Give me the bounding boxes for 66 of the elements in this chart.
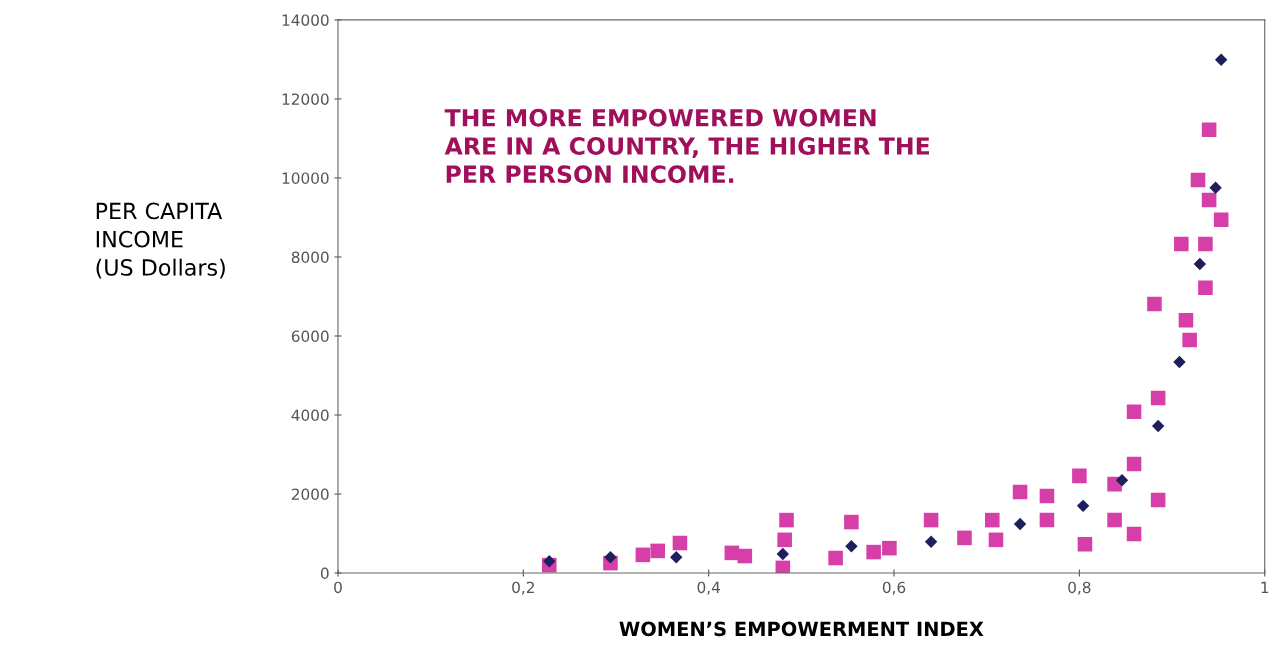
y-tick-label: 2000: [291, 488, 329, 501]
point: [1150, 390, 1166, 406]
point: [1190, 172, 1206, 188]
point: [1209, 181, 1222, 195]
x-tick-label: 1: [1261, 581, 1269, 593]
point: [1201, 122, 1217, 138]
point: [1115, 473, 1129, 487]
point: [1013, 517, 1027, 531]
point: [1182, 332, 1197, 348]
point: [670, 551, 683, 564]
point: [650, 543, 665, 559]
point: [1126, 456, 1142, 472]
point: [1072, 468, 1087, 484]
point: [1126, 404, 1142, 420]
point: [844, 514, 859, 530]
point: [866, 544, 881, 560]
x-tick-label: 0,4: [697, 581, 720, 595]
point: [672, 535, 688, 551]
point: [1039, 512, 1055, 528]
y-tick-label: 12000: [282, 93, 329, 105]
annotation: THE MORE EMPOWERED WOMEN ARE IN A COUNTRY, THE HIGHER THE PER PERSON INCOME.: [444, 108, 930, 184]
x-tick-label: 0,2: [512, 581, 534, 595]
y-tick-label: 14000: [282, 14, 329, 26]
point: [1201, 192, 1217, 208]
y-tick-label: 8000: [291, 251, 329, 263]
point: [1107, 512, 1122, 528]
y-tick-label: 10000: [282, 172, 329, 184]
point: [779, 512, 794, 528]
point: [1173, 355, 1186, 369]
point: [1214, 53, 1228, 67]
point: [923, 512, 939, 528]
point: [1039, 488, 1055, 504]
point: [1077, 536, 1093, 552]
point: [988, 532, 1004, 548]
point: [1126, 526, 1142, 542]
point: [1150, 492, 1166, 508]
x-tick-label: 0: [334, 581, 342, 594]
x-tick-label: 0,8: [1068, 581, 1091, 595]
point: [1178, 312, 1194, 328]
x-tick-label: 0,6: [882, 581, 906, 595]
point: [924, 535, 938, 549]
x-axis-title: WOMEN’S EMPOWERMENT INDEX: [619, 621, 984, 637]
point: [604, 551, 617, 564]
y-axis-title: PER CAPITA INCOME (US Dollars): [96, 202, 225, 279]
y-tick-label: 6000: [291, 330, 329, 343]
y-tick-label: 0: [320, 567, 329, 580]
point: [1147, 296, 1162, 312]
point: [1174, 236, 1189, 252]
point: [828, 550, 843, 566]
point: [1213, 212, 1229, 228]
point: [1076, 499, 1090, 513]
point: [845, 539, 858, 553]
point: [737, 548, 753, 564]
point: [984, 512, 1000, 528]
point: [635, 547, 651, 563]
point: [957, 530, 972, 546]
point: [1012, 484, 1028, 500]
point: [882, 540, 897, 556]
point: [543, 554, 556, 568]
y-tick-label: 4000: [291, 409, 329, 422]
point: [1198, 280, 1213, 296]
point: [1193, 257, 1207, 271]
point: [1151, 419, 1165, 433]
point: [1198, 236, 1213, 252]
point: [777, 532, 792, 548]
point: [776, 547, 790, 561]
